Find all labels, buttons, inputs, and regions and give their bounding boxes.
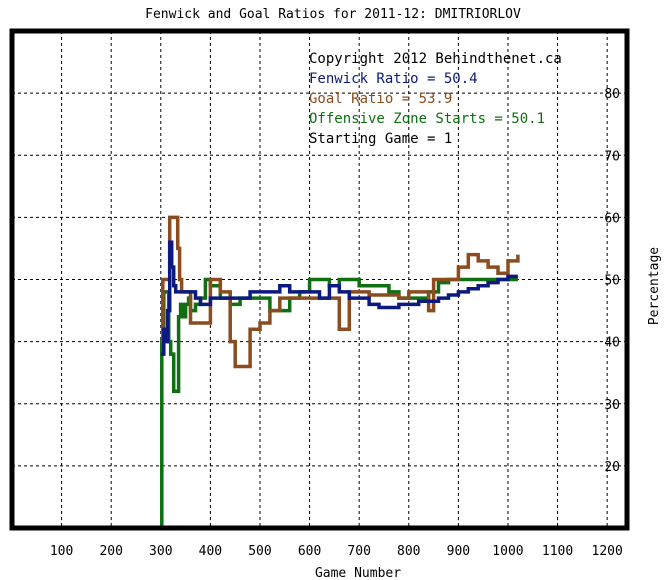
y-tick-label: 30 [604, 398, 620, 413]
x-tick-label: 200 [99, 544, 122, 559]
x-tick-label: 600 [298, 544, 321, 559]
x-tick-label: 1200 [592, 544, 623, 559]
y-tick-label: 70 [604, 149, 620, 164]
legend-copyright: Copyright 2012 Behindthenet.ca [309, 51, 562, 67]
x-tick-label: 800 [397, 544, 420, 559]
plot-frame [9, 28, 630, 531]
y-tick-label: 80 [604, 87, 620, 102]
legend: Copyright 2012 Behindthenet.ca Fenwick R… [309, 51, 562, 147]
x-axis-label: Game Number [315, 566, 401, 580]
x-tick-labels: 100 200 300 400 500 600 700 800 900 1000 1100 1200 [50, 544, 623, 559]
legend-fenwick: Fenwick Ratio = 50.4 [309, 71, 478, 87]
x-tick-label: 100 [50, 544, 73, 559]
legend-start: Starting Game = 1 [309, 131, 452, 147]
y-tick-label: 20 [604, 460, 620, 475]
legend-goal: Goal Ratio = 53.9 [309, 91, 452, 107]
series-line-goal [160, 215, 520, 369]
series-lines [160, 215, 520, 530]
legend-ozone: Offensive Zone Starts = 50.1 [309, 111, 545, 127]
y-axis-label: Percentage [647, 247, 662, 325]
x-tick-label: 300 [149, 544, 172, 559]
x-tick-label: 1100 [542, 544, 573, 559]
x-tick-label: 1000 [492, 544, 523, 559]
x-tick-label: 500 [248, 544, 271, 559]
y-tick-label: 50 [604, 274, 620, 289]
y-tick-labels: 20 30 40 50 60 70 80 [604, 87, 620, 475]
y-tick-label: 40 [604, 336, 620, 351]
series-line-fenwick [160, 240, 518, 356]
chart-title: Fenwick and Goal Ratios for 2011-12: DMI… [145, 7, 521, 22]
x-tick-label: 400 [199, 544, 222, 559]
y-tick-label: 60 [604, 211, 620, 226]
x-tick-label: 700 [347, 544, 370, 559]
x-tick-label: 900 [447, 544, 470, 559]
